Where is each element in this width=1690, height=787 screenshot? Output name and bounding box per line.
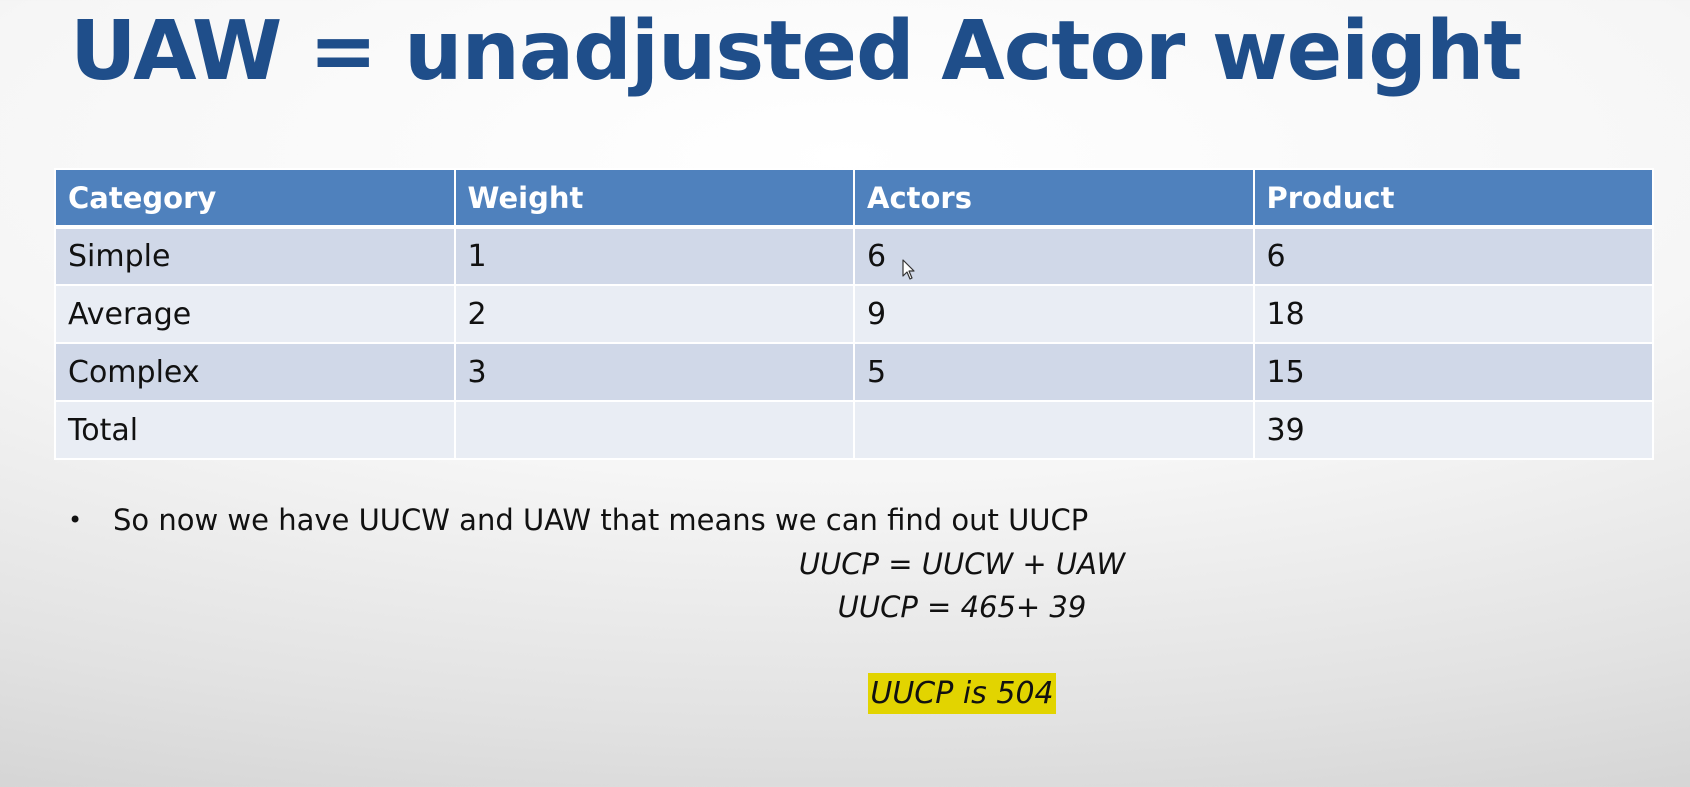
bullet-icon: • (68, 506, 83, 534)
cell-category: Complex (54, 342, 456, 402)
formula-line-1: UUCP = UUCW + UAW (798, 547, 1126, 581)
cell-actors: 6 (853, 226, 1255, 286)
cell-actors: 9 (853, 284, 1255, 344)
cell-weight (453, 400, 855, 460)
mouse-pointer-icon (902, 259, 915, 280)
cell-product: 15 (1252, 342, 1654, 402)
table-row-total: Total 39 (54, 400, 1654, 460)
result-highlight: UUCP is 504 (868, 673, 1056, 714)
cell-actors: 5 (853, 342, 1255, 402)
cell-actors (853, 400, 1255, 460)
uaw-table: Category Weight Actors Product Simple 1 … (54, 168, 1654, 460)
table-row: Complex 3 5 15 (54, 342, 1654, 402)
table-row: Average 2 9 18 (54, 284, 1654, 344)
header-weight: Weight (453, 168, 855, 229)
bullet-item: • So now we have UUCW and UAW that means… (68, 503, 1088, 537)
cell-category: Average (54, 284, 456, 344)
header-actors: Actors (853, 168, 1255, 229)
formula-line-2: UUCP = 465+ 39 (837, 590, 1087, 624)
cell-product: 6 (1252, 226, 1654, 286)
cell-weight: 3 (453, 342, 855, 402)
header-product: Product (1252, 168, 1654, 229)
cell-product: 39 (1252, 400, 1654, 460)
bullet-text: So now we have UUCW and UAW that means w… (113, 503, 1089, 537)
cell-product: 18 (1252, 284, 1654, 344)
cell-weight: 2 (453, 284, 855, 344)
cell-weight: 1 (453, 226, 855, 286)
cell-category: Total (54, 400, 456, 460)
slide-title: UAW = unadjusted Actor weight (70, 4, 1523, 99)
result-container: UUCP is 504 (0, 673, 1690, 714)
header-category: Category (54, 168, 456, 229)
cell-category: Simple (54, 226, 456, 286)
table-header-row: Category Weight Actors Product (54, 168, 1654, 229)
table-row: Simple 1 6 6 (54, 226, 1654, 286)
